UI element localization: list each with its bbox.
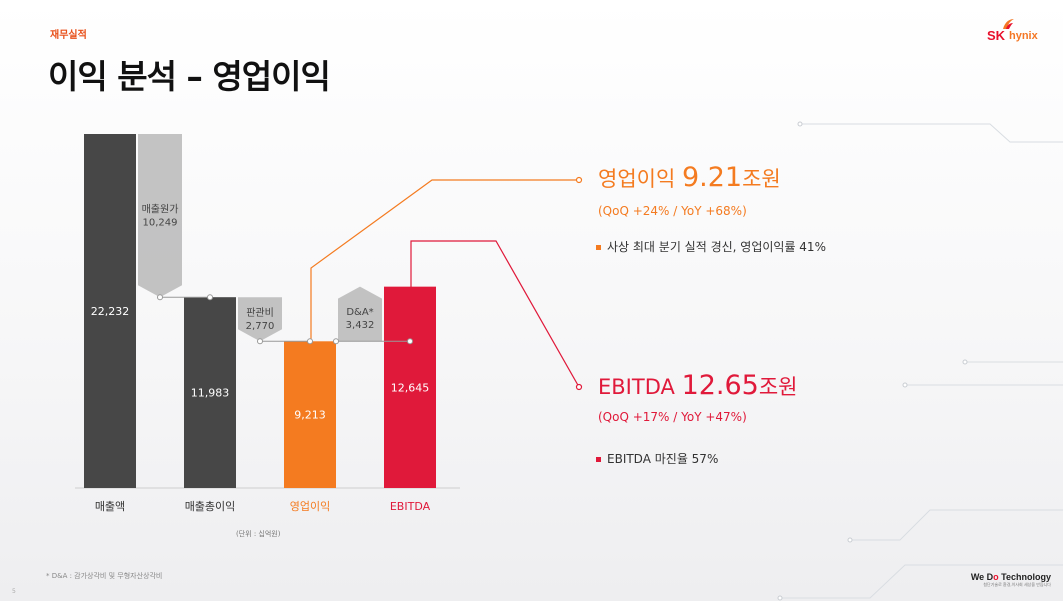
section-category: 재무실적	[50, 30, 87, 41]
footnote: * D&A : 감가상각비 및 무형자산상각비	[46, 572, 163, 580]
connector-ebitda	[410, 240, 580, 388]
op-income-headline: 영업이익 9.21조원	[598, 162, 781, 193]
logo-sk-text: SK	[987, 28, 1006, 43]
bar-value-label: 11,983	[191, 387, 230, 400]
unit-note: (단위 : 십억원)	[236, 530, 281, 538]
bar-2	[184, 297, 236, 488]
bar-1	[84, 134, 136, 488]
bullet-square-icon	[596, 457, 601, 462]
brand-slogan-accent: o	[993, 572, 999, 582]
op-income-bullet: 사상 최대 분기 실적 경신, 영업이익률 41%	[596, 238, 826, 255]
ebitda-bullet: EBITDA 마진율 57%	[596, 450, 718, 467]
logo-wing-icon	[1003, 19, 1014, 29]
bullet-square-icon	[596, 245, 601, 250]
category-label: 매출액	[95, 500, 125, 513]
op-income-change: (QoQ +24% / YoY +68%)	[598, 204, 747, 218]
bar-value-label: 9,213	[294, 409, 326, 422]
op-income-label: 영업이익	[598, 167, 676, 191]
step-label: 판관비	[246, 307, 274, 319]
step-arrow-3	[338, 286, 382, 342]
op-income-bullet-text: 사상 최대 분기 실적 경신, 영업이익률 41%	[607, 240, 826, 254]
ebitda-headline: EBITDA 12.65조원	[598, 370, 798, 401]
step-label: 매출원가	[142, 204, 179, 216]
page-number: 5	[12, 588, 16, 595]
brand-subtitle: 첨단기술로 환경,이사회 세상을 만듭니다	[983, 582, 1051, 587]
step-arrow-1	[138, 134, 182, 298]
bar-value-label: 22,232	[91, 305, 130, 318]
brand-slogan-post: Technology	[998, 572, 1051, 582]
brand-slogan: We Do Technology	[971, 572, 1051, 582]
ebitda-change: (QoQ +17% / YoY +47%)	[598, 410, 747, 424]
connector-dot	[333, 338, 339, 345]
ebitda-unit: 조원	[758, 375, 798, 399]
logo-hynix-text: hynix	[1009, 30, 1038, 42]
step-label: D&A*	[346, 307, 373, 318]
ebitda-label: EBITDA	[598, 375, 675, 399]
sk-hynix-logo: SK hynix	[987, 18, 1049, 46]
connector-dot	[207, 294, 213, 301]
connector-dot	[257, 338, 263, 345]
page-title: 이익 분석 – 영업이익	[48, 57, 331, 96]
category-label: EBITDA	[390, 500, 431, 513]
step-value: 3,432	[346, 320, 375, 331]
bar-3	[284, 341, 336, 488]
bar-value-label: 12,645	[391, 381, 430, 394]
connector-dot	[157, 294, 163, 301]
category-label: 매출총이익	[185, 500, 236, 513]
step-value: 2,770	[246, 321, 275, 332]
connector-dot	[407, 338, 413, 345]
step-arrow-2	[238, 297, 282, 342]
connector-op-income	[310, 179, 579, 342]
step-value: 10,249	[143, 218, 178, 229]
op-income-unit: 조원	[742, 167, 781, 191]
circuit-decoration	[780, 123, 1063, 599]
category-label: 영업이익	[290, 500, 330, 513]
connector-dot	[307, 338, 313, 345]
brand-tagline: We Do Technology 첨단기술로 환경,이사회 세상을 만듭니다	[971, 572, 1051, 588]
ebitda-bullet-text: EBITDA 마진율 57%	[607, 452, 719, 466]
bar-4	[384, 286, 436, 488]
brand-slogan-pre: We D	[970, 572, 994, 582]
op-income-value: 9.21	[681, 162, 743, 193]
ebitda-value: 12.65	[681, 370, 759, 401]
